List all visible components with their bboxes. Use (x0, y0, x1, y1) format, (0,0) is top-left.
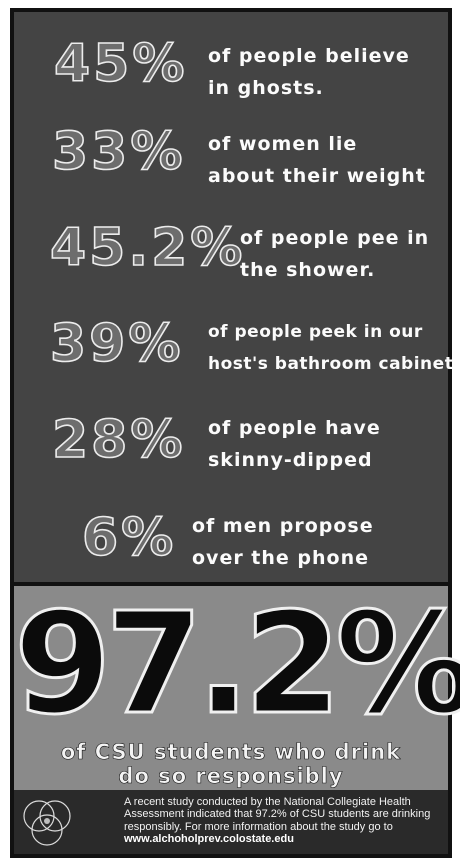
stat-item-propose: 6% of men propose over the phone (14, 507, 448, 588)
stat-number: 39% (49, 313, 184, 375)
stat-text: of men propose over the phone (192, 510, 374, 574)
stat-text: of people peek in our host's bathroom ca… (208, 316, 453, 380)
headline-line: of CSU students who drink (60, 740, 402, 765)
stat-text-line: of people believe (208, 45, 410, 67)
stat-item-skinny-dipped: 28% of people have skinny-dipped (14, 409, 448, 490)
stat-text-line: about their weight (208, 165, 426, 187)
stat-number: 28% (51, 409, 186, 471)
stat-number: 45% (53, 33, 188, 95)
stat-item-weight: 33% of women lie about their weight (14, 121, 448, 202)
headline-number: 97.2% (13, 583, 460, 746)
stat-text-line: host's bathroom cabinet (208, 354, 454, 374)
footer-text: A recent study conducted by the National… (124, 796, 431, 833)
stat-text: of people pee in the shower. (240, 222, 429, 286)
footer: A recent study conducted by the National… (14, 790, 448, 854)
stat-text: of people believe in ghosts. (208, 40, 410, 104)
stat-number: 45.2% (49, 217, 246, 279)
stat-number: 6% (81, 507, 177, 569)
stat-item-shower: 45.2% of people pee in the shower. (14, 217, 448, 298)
stat-item-cabinet: 39% of people peek in our host's bathroo… (14, 313, 453, 394)
stat-text-line: the shower. (240, 259, 376, 281)
stat-text: of people have skinny-dipped (208, 412, 381, 476)
stat-item-ghosts: 45% of people believe in ghosts. (14, 33, 448, 114)
poster: 45% of people believe in ghosts. 33% of … (10, 8, 460, 858)
study-link[interactable]: www.alchoholprev.colostate.edu (124, 833, 294, 846)
headline-panel: 97.2% of CSU students who drink do so re… (13, 583, 460, 790)
headline-line: do so responsibly (118, 764, 344, 789)
stat-text: of women lie about their weight (208, 128, 426, 192)
stat-text-line: of men propose (192, 515, 374, 537)
stat-text-line: in ghosts. (208, 77, 324, 99)
venn-diagram-logo-icon (23, 800, 71, 846)
stat-text-line: of people pee in (240, 227, 430, 249)
stat-text-line: of women lie (208, 133, 358, 155)
stat-text-line: of people peek in our (208, 322, 423, 342)
statistics-panel: 45% of people believe in ghosts. 33% of … (14, 12, 453, 582)
stat-number: 33% (51, 121, 186, 183)
stat-text-line: over the phone (192, 547, 370, 569)
footer-note: A recent study conducted by the National… (124, 796, 442, 846)
stat-text-line: skinny-dipped (208, 449, 373, 471)
stat-text-line: of people have (208, 417, 381, 439)
